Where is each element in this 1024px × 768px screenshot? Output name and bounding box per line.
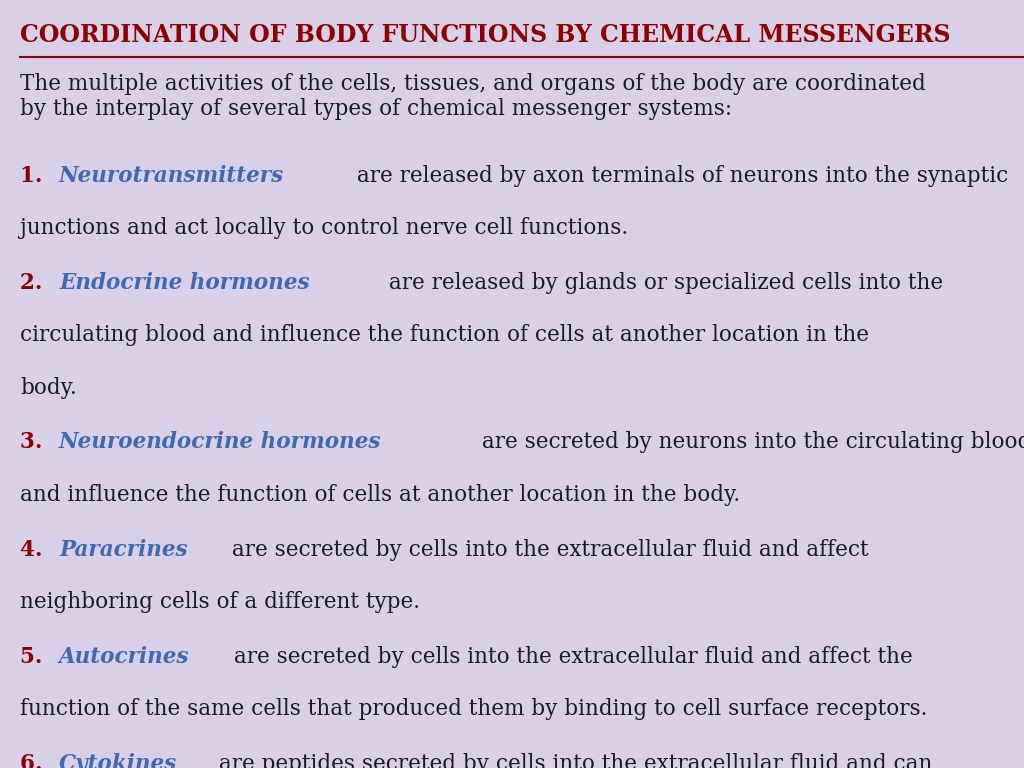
Text: are released by axon terminals of neurons into the synaptic: are released by axon terminals of neuron… xyxy=(349,165,1008,187)
Text: Neuroendocrine hormones: Neuroendocrine hormones xyxy=(59,432,382,453)
Text: body.: body. xyxy=(20,376,77,399)
Text: 2.: 2. xyxy=(20,272,50,294)
Text: 3.: 3. xyxy=(20,432,50,453)
Text: 1.: 1. xyxy=(20,165,50,187)
Text: The multiple activities of the cells, tissues, and organs of the body are coordi: The multiple activities of the cells, ti… xyxy=(20,73,927,121)
Text: 6.: 6. xyxy=(20,753,50,768)
Text: are secreted by neurons into the circulating blood: are secreted by neurons into the circula… xyxy=(475,432,1024,453)
Text: Neurotransmitters: Neurotransmitters xyxy=(59,165,285,187)
Text: are secreted by cells into the extracellular fluid and affect: are secreted by cells into the extracell… xyxy=(225,538,868,561)
Text: COORDINATION OF BODY FUNCTIONS BY CHEMICAL MESSENGERS: COORDINATION OF BODY FUNCTIONS BY CHEMIC… xyxy=(20,23,951,47)
Text: Autocrines: Autocrines xyxy=(59,646,189,667)
Text: are secreted by cells into the extracellular fluid and affect the: are secreted by cells into the extracell… xyxy=(227,646,913,667)
Text: 5.: 5. xyxy=(20,646,50,667)
Text: 4.: 4. xyxy=(20,538,50,561)
Text: Cytokines: Cytokines xyxy=(59,753,177,768)
Text: are released by glands or specialized cells into the: are released by glands or specialized ce… xyxy=(382,272,943,294)
Text: are peptides secreted by cells into the extracellular fluid and can: are peptides secreted by cells into the … xyxy=(212,753,932,768)
Text: and influence the function of cells at another location in the body.: and influence the function of cells at a… xyxy=(20,484,740,505)
Text: junctions and act locally to control nerve cell functions.: junctions and act locally to control ner… xyxy=(20,217,629,240)
Text: Endocrine hormones: Endocrine hormones xyxy=(59,272,309,294)
Text: function of the same cells that produced them by binding to cell surface recepto: function of the same cells that produced… xyxy=(20,698,928,720)
Text: neighboring cells of a different type.: neighboring cells of a different type. xyxy=(20,591,421,613)
Text: circulating blood and influence the function of cells at another location in the: circulating blood and influence the func… xyxy=(20,324,869,346)
Text: Paracrines: Paracrines xyxy=(59,538,187,561)
